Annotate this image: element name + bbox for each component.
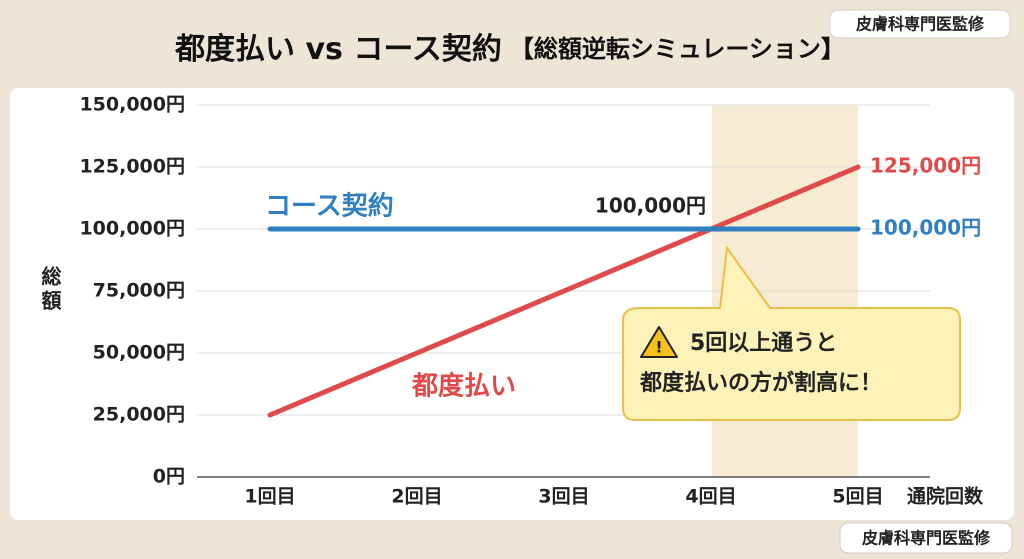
y-tick-label: 125,000円 (79, 156, 185, 178)
series-line (267, 164, 861, 418)
value-label: 100,000円 (595, 194, 706, 218)
callout-box (622, 245, 961, 421)
y-tick-label: 25,000円 (93, 404, 185, 426)
badge-text: 皮膚科専門医監修 (861, 529, 991, 548)
y-tick-label: 150,000円 (79, 94, 185, 116)
panel (10, 88, 1014, 520)
value-label: 125,000円 (870, 154, 981, 178)
callout-text: 都度払いの方が割高に！ (639, 370, 882, 396)
x-tick-label: 1回目 (244, 486, 295, 508)
callout: ! 5回以上通うと 都度払いの方が割高に！ (622, 245, 961, 421)
subtitle: 【総額逆転シミュレーション】 (510, 35, 845, 63)
value-label: 100,000円 (870, 216, 981, 240)
badge-text: 皮膚科専門医監修 (855, 15, 985, 34)
x-tick-label: 5回目 (832, 486, 883, 508)
badge (839, 522, 1013, 554)
x-tick-label: 4回目 (685, 486, 736, 508)
title: 都度払い vs コース契約 (174, 32, 502, 67)
series-label: コース契約 (265, 191, 394, 222)
x-axis-label: 通院回数 (907, 485, 984, 508)
callout-text: 5回以上通うと (690, 331, 837, 356)
y-tick-label: 100,000円 (79, 218, 185, 240)
x-tick-label: 3回目 (538, 486, 589, 508)
y-axis-label: 総額 (38, 265, 62, 314)
chart-title: 都度払い vs コース契約 【総額逆転シミュレーション】 (174, 32, 845, 67)
badge (829, 9, 1011, 39)
y-tick-label: 0円 (153, 466, 185, 488)
warning-mark: ! (655, 338, 662, 357)
x-tick-label: 2回目 (391, 486, 442, 508)
y-tick-label: 75,000円 (93, 280, 185, 302)
y-tick-label: 50,000円 (93, 342, 185, 364)
series-label: 都度払い (411, 371, 516, 402)
warning-icon (640, 326, 678, 358)
